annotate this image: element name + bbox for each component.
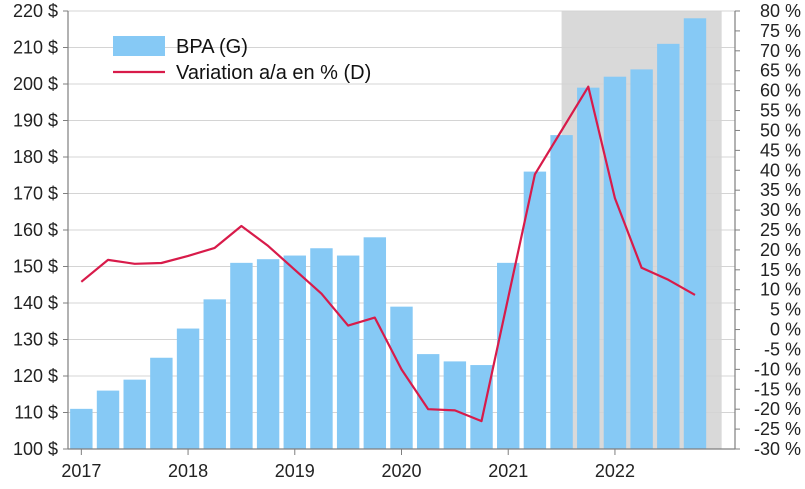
left-tick-label: 210 $: [13, 38, 58, 58]
left-tick-label: 180 $: [13, 147, 58, 167]
right-tick-label: 35 %: [760, 180, 801, 200]
left-tick-label: 140 $: [13, 293, 58, 313]
legend: BPA (G) Variation a/a en % (D): [113, 36, 371, 84]
bar: [230, 262, 253, 449]
bar: [363, 237, 387, 449]
right-tick-label: 15 %: [760, 260, 801, 280]
bar: [96, 390, 120, 449]
bar: [256, 259, 280, 449]
right-tick-label: -25 %: [754, 419, 801, 439]
bar: [176, 328, 200, 449]
x-tick-label: 2019: [275, 461, 315, 481]
right-tick-label: 50 %: [760, 120, 801, 140]
right-tick-label: 45 %: [760, 140, 801, 160]
right-tick-label: 30 %: [760, 200, 801, 220]
bar: [123, 379, 146, 449]
right-tick-label: 55 %: [760, 101, 801, 121]
right-tick-label: 5 %: [770, 300, 801, 320]
left-tick-label: 110 $: [14, 403, 58, 423]
left-tick-label: 220 $: [13, 1, 58, 21]
right-tick-label: 20 %: [760, 240, 801, 260]
x-tick-label: 2018: [168, 461, 208, 481]
bar: [577, 87, 600, 450]
legend-swatch-bpa: [113, 36, 165, 56]
right-tick-label: -20 %: [754, 399, 801, 419]
left-tick-label: 150 $: [13, 257, 58, 277]
series-line: [80, 85, 696, 423]
bar: [203, 299, 226, 449]
right-tick-label: 40 %: [760, 160, 801, 180]
bar: [336, 255, 360, 449]
x-tick-label: 2017: [61, 461, 101, 481]
bar: [390, 306, 413, 449]
bar: [683, 18, 707, 450]
right-tick-label: 65 %: [760, 61, 801, 81]
bar: [657, 43, 680, 449]
bar: [523, 171, 547, 449]
bars-bpa: [70, 18, 707, 450]
line-variation: [80, 85, 696, 423]
bar: [603, 76, 627, 449]
bar: [150, 357, 173, 449]
right-tick-label: 75 %: [760, 21, 801, 41]
left-tick-label: 170 $: [13, 184, 58, 204]
left-axis-tick-labels: 100 $ 110 $ 120 $ 130 $ 140 $ 150 $ 160 $ 170 $…: [13, 1, 68, 459]
x-axis-tick-labels: 2017 2018 2019 2020 2021 2022: [61, 449, 635, 481]
right-tick-label: -15 %: [754, 379, 801, 399]
legend-label-variation: Variation a/a en % (D): [176, 62, 371, 84]
right-tick-label: 10 %: [760, 280, 801, 300]
bar: [443, 361, 467, 449]
x-tick-label: 2021: [488, 461, 528, 481]
right-tick-label: 80 %: [760, 1, 801, 21]
left-tick-label: 120 $: [13, 366, 58, 386]
bar: [416, 354, 440, 449]
bar: [550, 135, 573, 449]
left-tick-label: 190 $: [13, 111, 58, 131]
right-tick-label: -10 %: [754, 359, 801, 379]
left-tick-label: 160 $: [13, 220, 58, 240]
x-tick-label: 2022: [595, 461, 635, 481]
x-tick-label: 2020: [381, 461, 421, 481]
left-tick-label: 100 $: [13, 439, 58, 459]
bar: [283, 255, 306, 449]
legend-label-bpa: BPA (G): [176, 36, 248, 58]
bar: [70, 408, 93, 449]
right-tick-label: 70 %: [760, 41, 801, 61]
right-tick-label: -5 %: [764, 339, 801, 359]
right-tick-label: 0 %: [770, 320, 801, 340]
right-tick-label: 25 %: [760, 220, 801, 240]
left-tick-label: 130 $: [13, 330, 58, 350]
right-tick-label: -30 %: [754, 439, 801, 459]
bar: [497, 262, 520, 449]
right-axis-tick-labels: -30 %-25 %-20 %-15 %-10 %-5 %0 %5 %10 %1…: [735, 1, 801, 459]
bar: [470, 365, 493, 449]
bar: [630, 69, 653, 450]
left-tick-label: 200 $: [13, 74, 58, 94]
bar: [310, 248, 333, 449]
right-tick-label: 60 %: [760, 81, 801, 101]
